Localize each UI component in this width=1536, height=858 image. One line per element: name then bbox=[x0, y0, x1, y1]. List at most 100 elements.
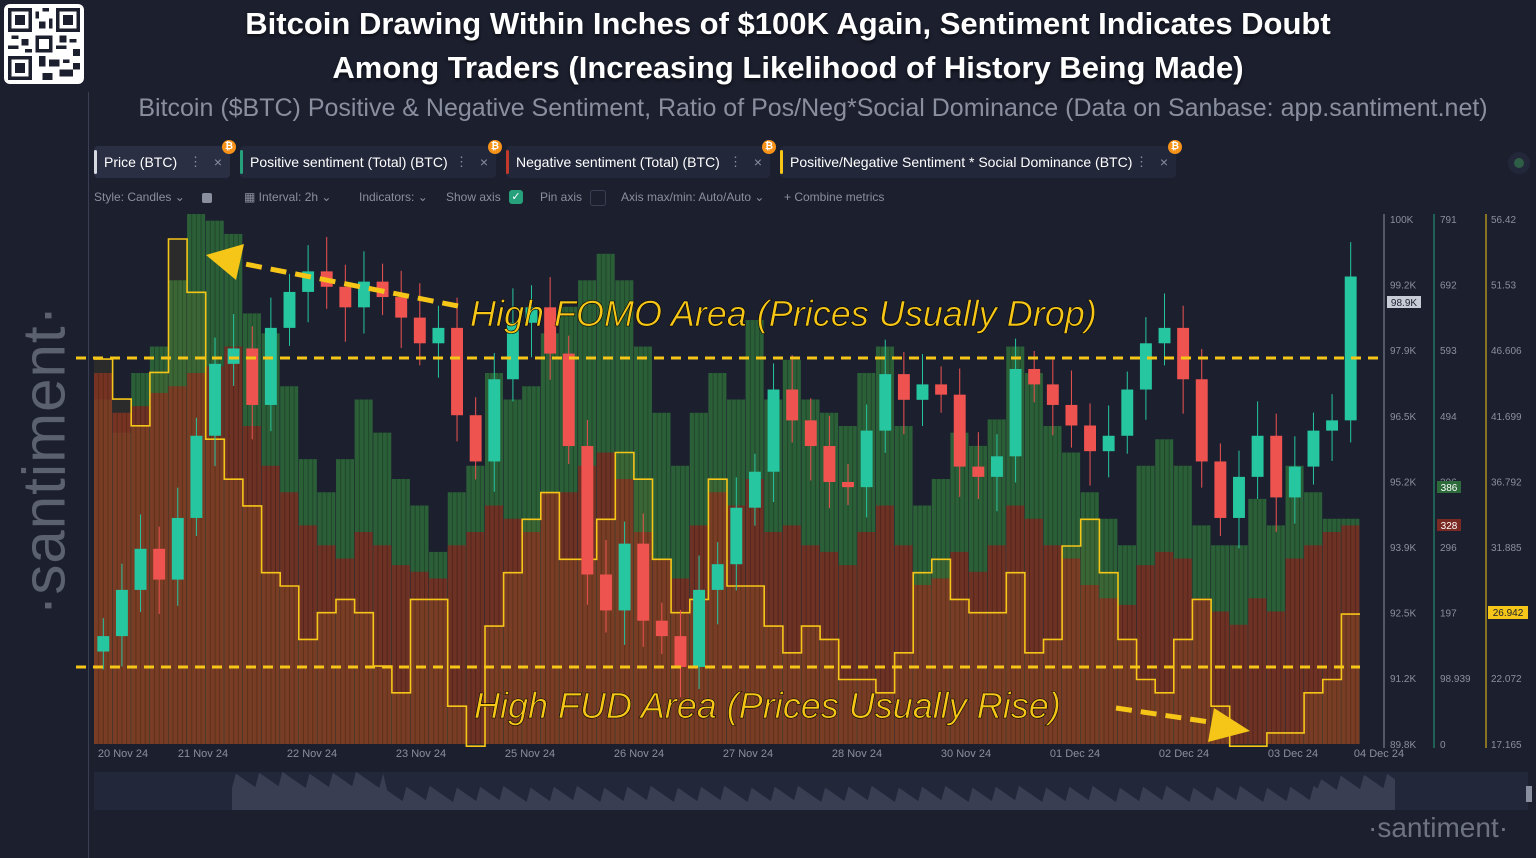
candle-body bbox=[1084, 425, 1097, 452]
tab-label: Positive sentiment (Total) (BTC) bbox=[250, 154, 448, 170]
negative-sentiment-bar bbox=[391, 565, 410, 744]
candle-body bbox=[209, 363, 221, 436]
fud-arrowhead-icon bbox=[1208, 708, 1250, 742]
candle-body bbox=[767, 389, 780, 472]
candle-body bbox=[1214, 461, 1227, 518]
negative-sentiment-bar bbox=[559, 492, 578, 744]
candle-body bbox=[1177, 327, 1190, 380]
ratio-tick-label: 56.42 bbox=[1491, 215, 1516, 226]
tab-positive-sentiment[interactable]: Positive sentiment (Total) (BTC) ⋮ × ₿ bbox=[240, 140, 502, 178]
pin-axis-label: Pin axis bbox=[540, 190, 583, 204]
qr-code bbox=[4, 4, 84, 84]
sentiment-tick-label: 692 bbox=[1440, 281, 1457, 292]
candle-body bbox=[451, 327, 464, 416]
negative-sentiment-bar bbox=[354, 532, 373, 744]
candle-body bbox=[693, 589, 706, 667]
x-tick-label: 30 Nov 24 bbox=[941, 748, 991, 760]
sentiment-tick-label: 494 bbox=[1440, 412, 1457, 423]
candle-body bbox=[860, 430, 873, 488]
tab-negative-sentiment[interactable]: Negative sentiment (Total) (BTC) ⋮ × ₿ bbox=[506, 140, 776, 178]
close-icon[interactable]: × bbox=[753, 154, 762, 170]
indicators-dropdown[interactable]: Indicators: ⌄ bbox=[359, 190, 428, 204]
negative-sentiment-bar bbox=[1099, 598, 1118, 744]
navigator-handle bbox=[1526, 786, 1532, 802]
bitcoin-icon: ₿ bbox=[488, 140, 502, 154]
tab-ratio-social-dominance[interactable]: Positive/Negative Sentiment * Social Dom… bbox=[780, 140, 1182, 178]
ratio-tick-label: 51.53 bbox=[1491, 281, 1516, 292]
x-tick-label: 23 Nov 24 bbox=[396, 748, 446, 760]
combine-metrics-button[interactable]: + Combine metrics bbox=[784, 190, 885, 204]
title-line-2: Among Traders (Increasing Likelihood of … bbox=[332, 50, 1244, 85]
negative-sentiment-bar bbox=[1043, 545, 1062, 744]
tab-price[interactable]: Price (BTC) ⋮ × ₿ bbox=[94, 140, 236, 178]
negative-sentiment-bar bbox=[410, 571, 429, 744]
more-icon[interactable]: ⋮ bbox=[455, 154, 468, 169]
candle-body bbox=[1139, 343, 1152, 390]
negative-sentiment-bar bbox=[447, 545, 466, 744]
sentiment-tick-label: 98.939 bbox=[1440, 674, 1471, 685]
positive-current-label: 386 bbox=[1441, 483, 1458, 494]
close-icon[interactable]: × bbox=[213, 154, 222, 170]
x-tick-label: 04 Dec 24 bbox=[1354, 748, 1404, 760]
close-icon[interactable]: × bbox=[1159, 154, 1168, 170]
candle-body bbox=[246, 348, 259, 405]
bitcoin-icon: ₿ bbox=[222, 140, 236, 154]
negative-sentiment-bar bbox=[764, 532, 783, 744]
pin-axis-checkbox[interactable] bbox=[590, 190, 606, 206]
negative-sentiment-bar bbox=[727, 505, 746, 744]
more-icon[interactable]: ⋮ bbox=[1135, 154, 1148, 169]
ratio-current-label: 26.942 bbox=[1493, 608, 1524, 619]
negative-sentiment-bar bbox=[913, 585, 932, 744]
candle-body bbox=[1158, 327, 1171, 344]
candle-body bbox=[562, 353, 575, 447]
x-tick-label: 26 Nov 24 bbox=[614, 748, 664, 760]
negative-sentiment-bar bbox=[1024, 518, 1043, 744]
interval-dropdown[interactable]: ▦ Interval: 2h ⌄ bbox=[244, 190, 332, 204]
candle-body bbox=[357, 281, 370, 308]
side-divider bbox=[88, 92, 89, 858]
close-icon[interactable]: × bbox=[479, 154, 488, 170]
candle-body bbox=[581, 446, 594, 575]
x-tick-label: 01 Dec 24 bbox=[1050, 748, 1100, 760]
style-dropdown[interactable]: Style: Candles ⌄ bbox=[94, 190, 185, 204]
candle-body bbox=[972, 466, 985, 477]
candle-body bbox=[1065, 404, 1078, 426]
more-icon[interactable]: ⋮ bbox=[729, 154, 742, 169]
negative-sentiment-bar bbox=[1304, 545, 1323, 744]
candle-body bbox=[469, 415, 482, 462]
negative-sentiment-bar bbox=[1192, 598, 1211, 744]
candle-body bbox=[506, 322, 519, 380]
fomo-arrow-line bbox=[239, 260, 459, 309]
ratio-current-badge bbox=[1488, 606, 1528, 619]
candle-body bbox=[897, 374, 910, 400]
negative-current-label: 328 bbox=[1441, 521, 1458, 532]
candle-body bbox=[283, 291, 296, 328]
negative-sentiment-bar bbox=[484, 505, 503, 744]
negative-sentiment-bar bbox=[1062, 558, 1081, 744]
tab-color-bar bbox=[94, 150, 97, 174]
axis-minmax-dropdown[interactable]: Axis max/min: Auto/Auto ⌄ bbox=[621, 190, 765, 204]
negative-sentiment-bar bbox=[1229, 624, 1248, 744]
more-icon[interactable]: ⋮ bbox=[189, 154, 202, 169]
ratio-tick-label: 41.699 bbox=[1491, 412, 1522, 423]
tab-label: Positive/Negative Sentiment * Social Dom… bbox=[790, 154, 1133, 170]
indicators-label: Indicators: bbox=[359, 190, 415, 204]
tab-color-bar bbox=[780, 150, 783, 174]
navigator-series bbox=[232, 771, 1395, 810]
candle-body bbox=[97, 636, 110, 652]
color-swatch-icon[interactable] bbox=[202, 193, 212, 203]
price-tick-label: 89.8K bbox=[1390, 740, 1416, 751]
candle-body bbox=[916, 384, 929, 400]
candle-body bbox=[842, 482, 854, 488]
show-axis-checkbox[interactable]: ✓ bbox=[509, 190, 523, 204]
sentiment-tick-label: 791 bbox=[1440, 215, 1457, 226]
candle-body bbox=[413, 317, 426, 344]
x-tick-label: 22 Nov 24 bbox=[287, 748, 337, 760]
negative-sentiment-bar bbox=[522, 532, 541, 744]
candle-body bbox=[1046, 384, 1059, 405]
status-indicator[interactable] bbox=[1508, 152, 1530, 174]
x-tick-label: 21 Nov 24 bbox=[178, 748, 228, 760]
price-current-badge bbox=[1387, 296, 1421, 308]
negative-sentiment-bar bbox=[429, 578, 448, 744]
candle-body bbox=[153, 548, 166, 580]
